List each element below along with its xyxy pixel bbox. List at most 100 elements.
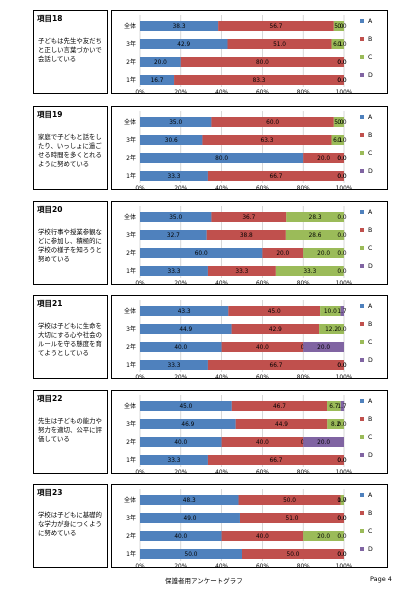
bar-segment-C	[303, 248, 344, 258]
legend-swatch	[360, 453, 364, 457]
bar-segment-B	[231, 324, 320, 334]
data-label: 50.0	[185, 552, 198, 558]
legend-swatch	[360, 322, 364, 326]
bar-segment-B	[202, 135, 332, 145]
bar-segment-A	[140, 513, 240, 523]
legend-label: A	[368, 398, 373, 405]
data-label: 0.0	[337, 534, 347, 540]
bar-segment-B	[207, 171, 344, 181]
data-label: 0.0	[337, 60, 347, 66]
footer-title: 保護者用アンケートグラフ	[165, 577, 243, 585]
category-label: 2年	[126, 154, 136, 162]
data-label: 60.0	[266, 120, 279, 126]
legend-label: C	[368, 245, 372, 252]
data-label: 60.0	[195, 251, 208, 257]
bar-segment-C	[275, 266, 344, 276]
data-label: 0.0	[337, 516, 347, 522]
bar-segment-A	[140, 230, 207, 240]
data-label: 40.0	[256, 345, 269, 351]
bar-segment-A	[140, 419, 236, 429]
x-tick-label: 100%	[336, 186, 353, 191]
legend-label: B	[368, 510, 372, 517]
bar-segment-B	[228, 306, 321, 316]
bar-segment-B	[174, 75, 344, 85]
x-tick-label: 80%	[297, 90, 310, 95]
bar-segment-B	[238, 495, 341, 505]
legend-swatch	[360, 435, 364, 439]
bar-segment-D	[303, 437, 344, 447]
x-tick-label: 0%	[135, 375, 145, 380]
x-tick-label: 80%	[297, 470, 310, 475]
category-label: 3年	[126, 514, 136, 522]
bar-segment-B	[207, 266, 276, 276]
data-label: 6.1	[333, 138, 343, 144]
data-label: 0.0	[337, 327, 347, 333]
question-number: 項目18	[37, 14, 63, 23]
legend-swatch	[360, 210, 364, 214]
x-tick-label: 0%	[135, 90, 145, 95]
data-label: 1.7	[337, 498, 347, 504]
bar-segment-A	[140, 248, 263, 258]
x-tick-label: 40%	[215, 186, 228, 191]
legend-swatch	[360, 246, 364, 250]
data-label: 28.3	[309, 215, 322, 221]
data-label: 0.0	[337, 174, 347, 180]
bar-segment-B	[180, 57, 344, 67]
bar-segment-A	[140, 75, 175, 85]
question-text: 先生は子どもの能力や努力を適切、公平に評価している	[38, 417, 102, 443]
data-label: 20.0	[276, 251, 289, 257]
question-text: 子どもは先生や友だちと正しい言葉づかいで会話している	[38, 37, 102, 63]
x-tick-label: 40%	[215, 375, 228, 380]
data-label: 1.7	[337, 404, 347, 410]
legend-label: C	[368, 434, 372, 441]
x-tick-label: 60%	[256, 470, 269, 475]
data-label: 8.2	[331, 422, 341, 428]
bar-segment-C	[331, 135, 344, 145]
x-tick-label: 0%	[135, 564, 145, 569]
question-block: 項目20 学校行事や授業参観などに参加し、積極的に学校の様子を知ろうと努めている 0…	[0, 201, 420, 286]
legend-swatch	[360, 547, 364, 551]
data-label: 20.0	[317, 345, 330, 351]
bar-segment-B	[227, 39, 332, 49]
bar-segment-B	[207, 455, 344, 465]
data-label: 43.3	[178, 309, 191, 315]
data-label: 32.7	[167, 233, 180, 239]
bar-segment-D	[303, 342, 344, 352]
question-text: 学校行事や授業参観などに参加し、積極的に学校の様子を知ろうと努めている	[38, 228, 102, 263]
legend-label: A	[368, 114, 373, 121]
legend-swatch	[360, 151, 364, 155]
data-label: 0.0	[337, 42, 347, 48]
data-label: 6.1	[333, 42, 343, 48]
bar-segment-A	[140, 360, 208, 370]
legend-label: B	[368, 416, 372, 423]
chart-frame: 0% 20% 40% 60% 80% 100% 全体 35.0 36.7 28.3 0.0 3年 32.…	[111, 201, 388, 286]
data-label: 40.0	[174, 534, 187, 540]
data-label: 0.0	[337, 363, 347, 369]
question-block: 項目19 家庭で子どもと話をしたり、いっしょに過ごせる時間を多くとれるように努めて…	[0, 106, 420, 191]
question-box: 項目23 学校は子どもに基礎的な学力が身につくように努めている	[33, 484, 108, 568]
bar-segment-B	[221, 342, 304, 352]
x-tick-label: 40%	[215, 281, 228, 286]
legend-label: C	[368, 339, 372, 346]
bar-segment-A	[140, 57, 181, 67]
data-label: 0.0	[337, 498, 347, 504]
bar-segment-C	[333, 21, 344, 31]
x-tick-label: 0%	[135, 186, 145, 191]
data-label: 40.0	[174, 345, 187, 351]
question-box: 項目21 学校は子どもに生命を大切にする心や社会のルールを守る態度を育てようとして…	[33, 295, 108, 379]
bar-segment-D	[340, 306, 344, 316]
legend-label: C	[368, 528, 372, 535]
stacked-bar-chart: 0% 20% 40% 60% 80% 100%全体 48.3 50.0 1.70.03年 49.0…	[124, 489, 373, 569]
data-label: 56.7	[270, 24, 283, 30]
legend-label: D	[368, 263, 373, 270]
data-label: 5.0	[334, 120, 344, 126]
data-label: 33.3	[168, 174, 181, 180]
data-label: 20.0	[317, 156, 330, 162]
data-label: 36.7	[242, 215, 255, 221]
legend-label: D	[368, 72, 373, 79]
data-label: 0.0	[337, 78, 347, 84]
data-label: 28.6	[309, 233, 322, 239]
legend-label: A	[368, 492, 373, 499]
data-label: 51.0	[273, 42, 286, 48]
bar-segment-C	[319, 324, 344, 334]
